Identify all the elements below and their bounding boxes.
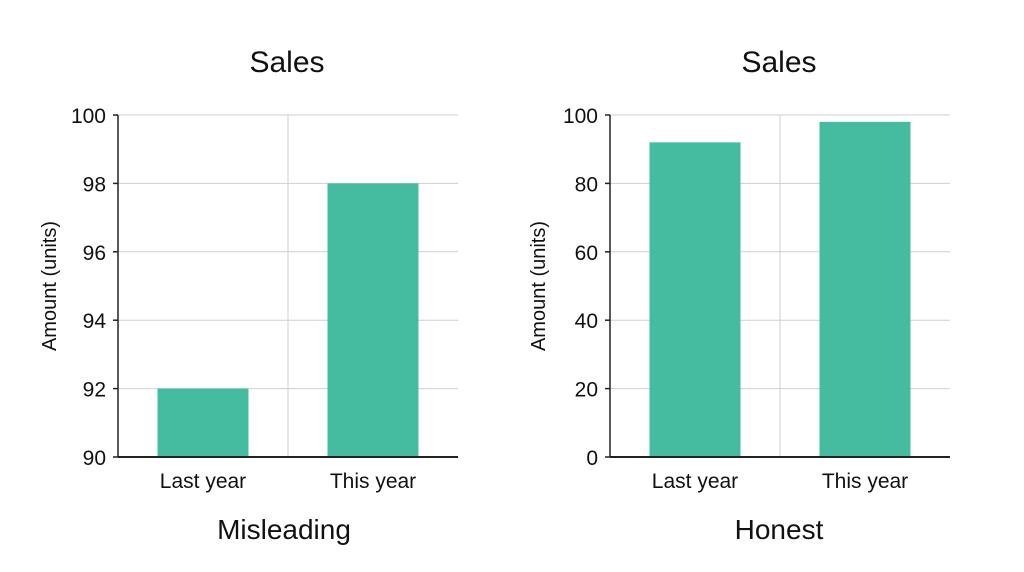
y-tick-label: 92 (83, 379, 106, 402)
y-tick-label: 90 (83, 447, 106, 470)
x-category-label: Last year (652, 470, 738, 493)
y-tick-label: 100 (563, 105, 598, 128)
chart-title: Sales (249, 46, 324, 79)
y-tick-label: 100 (71, 105, 106, 128)
chart-caption: Misleading (217, 514, 351, 545)
x-category-label: Last year (160, 470, 246, 493)
y-tick-label: 98 (83, 173, 106, 196)
y-axis-label: Amount (units) (528, 221, 550, 351)
bar-2 (327, 183, 419, 457)
chart-caption: Honest (735, 514, 824, 545)
x-category-label: This year (822, 470, 908, 493)
y-tick-label: 0 (586, 447, 598, 470)
bar-1 (157, 388, 249, 457)
y-tick-label: 60 (575, 242, 598, 265)
chart-1: 90 92 94 96 98 100 Last year This year Amount (u… (39, 46, 458, 545)
chart-title: Sales (741, 46, 816, 79)
bar-2 (819, 121, 911, 457)
y-tick-label: 96 (83, 242, 106, 265)
x-category-label: This year (330, 470, 416, 493)
y-tick-label: 20 (575, 379, 598, 402)
bar-1 (649, 142, 741, 458)
y-tick-label: 40 (575, 310, 598, 333)
y-axis-label: Amount (units) (39, 221, 61, 351)
chart-2: 0 20 40 60 80 100 Last year This year Amount (un… (528, 46, 950, 545)
y-tick-label: 94 (83, 310, 107, 333)
y-tick-label: 80 (575, 173, 598, 196)
